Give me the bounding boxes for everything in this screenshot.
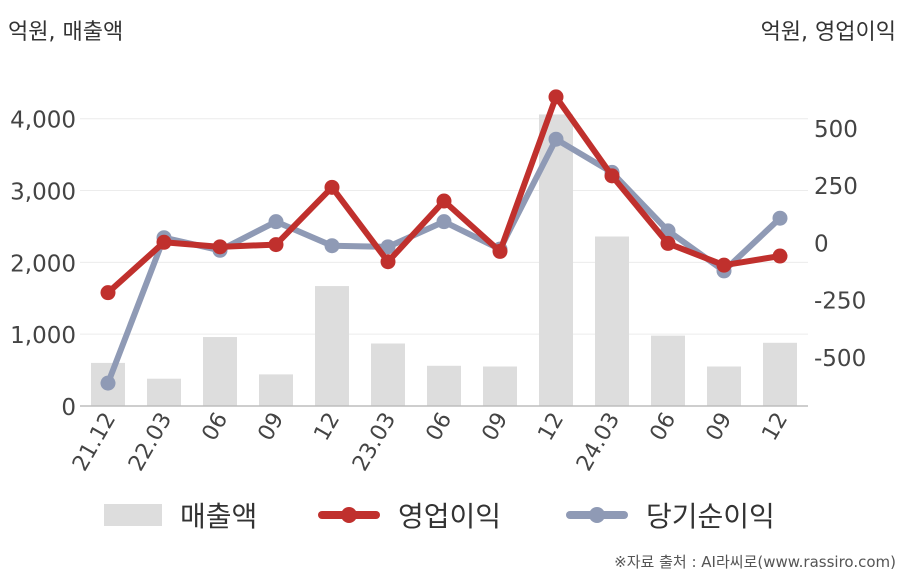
point-net-income: [100, 375, 116, 391]
point-net-income: [436, 214, 452, 230]
legend-item-operating-profit: 영업이익: [318, 490, 501, 540]
x-tick-label: 09: [478, 409, 514, 446]
point-operating-profit: [548, 89, 564, 105]
x-tick-label: 06: [422, 409, 458, 446]
legend-line-swatch-blue: [566, 507, 628, 523]
bar-revenue: [763, 342, 797, 406]
x-tick-label: 12: [758, 409, 794, 446]
x-tick-label: 06: [198, 409, 234, 446]
bar-revenue: [595, 236, 629, 406]
left-tick-label: 1,000: [10, 323, 76, 349]
source-note: ※자료 출처 : AI라씨로(www.rassiro.com): [614, 553, 896, 571]
legend-item-net-income: 당기순이익: [566, 490, 775, 540]
chart-area: 0 1,000 2,000 3,000 4,000 -500 -250 0 250 500 21.1…: [10, 89, 866, 476]
point-operating-profit: [380, 254, 396, 270]
point-operating-profit: [772, 248, 788, 264]
point-operating-profit: [212, 239, 228, 255]
legend-bar-swatch: [104, 504, 162, 526]
point-operating-profit: [100, 285, 116, 301]
x-tick-label: 12: [534, 409, 570, 446]
left-axis-unit: 억원, 매출액: [8, 20, 124, 45]
left-tick-label: 3,000: [10, 180, 76, 206]
point-operating-profit: [324, 179, 340, 195]
x-tick-label: 22.03: [124, 409, 177, 476]
right-tick-label: 0: [814, 231, 829, 257]
left-tick-label: 4,000: [10, 108, 76, 134]
x-tick-label: 21.12: [68, 409, 121, 476]
legend-label-operating-profit: 영업이익: [398, 500, 502, 533]
right-tick-label: 500: [814, 117, 858, 143]
right-tick-label: -500: [814, 346, 866, 372]
bar-revenue: [259, 374, 293, 406]
point-operating-profit: [436, 193, 452, 209]
point-net-income: [324, 238, 340, 254]
bar-revenue: [483, 366, 517, 406]
point-operating-profit: [156, 234, 172, 250]
legend-label-revenue: 매출액: [180, 500, 258, 533]
point-operating-profit: [492, 243, 508, 259]
x-tick-label: 12: [310, 409, 346, 446]
point-operating-profit: [716, 257, 732, 273]
point-net-income: [772, 210, 788, 226]
left-tick-label: 0: [61, 395, 76, 421]
point-net-income: [268, 214, 284, 230]
right-tick-label: 250: [814, 174, 858, 200]
point-net-income: [548, 131, 564, 147]
bar-revenue: [315, 286, 349, 406]
point-operating-profit: [604, 168, 620, 184]
x-tick-label: 24.03: [572, 409, 625, 476]
bar-revenue: [371, 343, 405, 406]
bar-revenue: [147, 378, 181, 406]
x-tick-label: 09: [702, 409, 738, 446]
legend-item-revenue: 매출액: [104, 490, 257, 540]
point-net-income: [380, 239, 396, 255]
right-tick-label: -250: [814, 289, 866, 315]
legend-label-net-income: 당기순이익: [646, 500, 775, 533]
right-axis-unit: 억원, 영업이익: [760, 20, 896, 45]
bar-revenue: [707, 366, 741, 406]
left-tick-label: 2,000: [10, 251, 76, 277]
legend-line-swatch-red: [318, 507, 380, 523]
x-tick-label: 09: [254, 409, 290, 446]
point-operating-profit: [660, 235, 676, 251]
bar-revenue: [203, 337, 237, 406]
x-tick-label: 06: [646, 409, 682, 446]
bar-revenue: [427, 365, 461, 406]
point-operating-profit: [268, 237, 284, 253]
x-tick-label: 23.03: [348, 409, 401, 476]
bar-revenue: [651, 335, 685, 406]
